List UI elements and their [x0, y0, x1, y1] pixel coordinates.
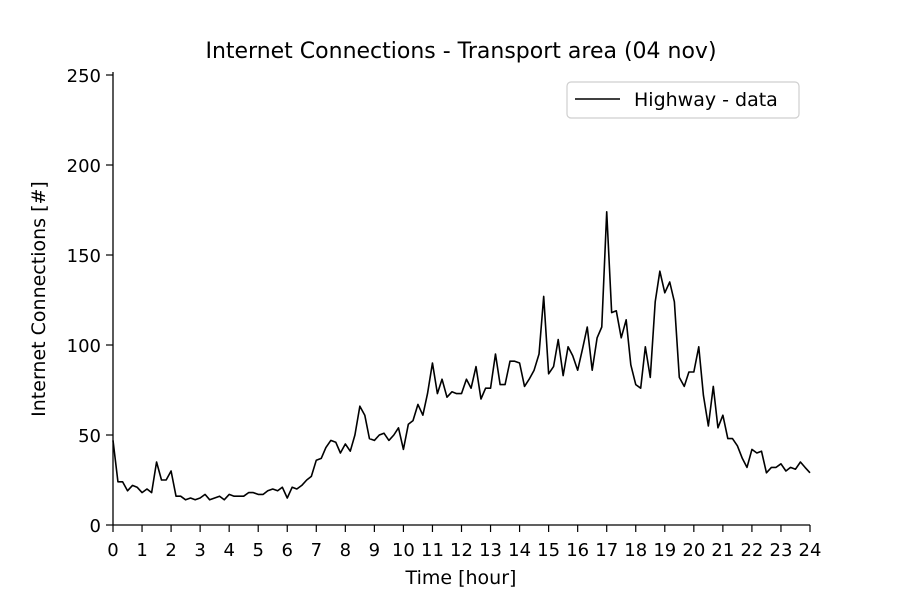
x-tick-label: 23 [770, 540, 793, 561]
series-line [112, 211, 811, 501]
x-tick-label: 17 [595, 540, 618, 561]
x-tick-label: 10 [392, 540, 415, 561]
x-tick-label: 20 [682, 540, 705, 561]
x-tick-label: 24 [799, 540, 822, 561]
x-tick-label: 18 [624, 540, 647, 561]
y-tick-label: 250 [67, 66, 101, 87]
x-tick-label: 15 [537, 540, 560, 561]
x-tick-label: 5 [252, 540, 263, 561]
axes [112, 72, 810, 526]
y-axis-label: Internet Connections [#] [28, 181, 50, 417]
chart-title: Internet Connections - Transport area (0… [205, 39, 716, 64]
x-tick-label: 12 [450, 540, 473, 561]
y-ticks: 0 50 100 150 200 250 [67, 66, 113, 537]
legend-box [566, 81, 800, 119]
x-tick-label: 13 [479, 540, 502, 561]
x-axis-label: Time [hour] [405, 567, 517, 589]
x-tick-label: 19 [653, 540, 676, 561]
legend-label: Highway - data [634, 89, 778, 111]
x-tick-label: 3 [194, 540, 205, 561]
x-tick-label: 22 [740, 540, 763, 561]
x-tick-label: 6 [282, 540, 293, 561]
x-tick-label: 0 [107, 540, 118, 561]
x-tick-label: 11 [421, 540, 444, 561]
x-tick-label: 8 [340, 540, 351, 561]
x-tick-label: 1 [136, 540, 147, 561]
x-tick-label: 16 [566, 540, 589, 561]
y-tick-label: 150 [67, 246, 101, 267]
x-tick-label: 7 [311, 540, 322, 561]
x-tick-label: 14 [508, 540, 531, 561]
x-tick-label: 21 [711, 540, 734, 561]
y-tick-label: 100 [67, 336, 101, 357]
y-tick-label: 0 [90, 516, 101, 537]
legend: Highway - data [566, 81, 800, 119]
x-tick-label: 2 [165, 540, 176, 561]
x-tick-label: 9 [369, 540, 380, 561]
series-group [112, 211, 811, 501]
y-tick-label: 50 [78, 426, 101, 447]
x-ticks: 0 1 2 3 4 5 6 7 8 9 10 11 12 13 14 15 16 17 18 19 20 21 22 23 24 [107, 525, 821, 561]
y-tick-label: 200 [67, 156, 101, 177]
x-tick-label: 4 [223, 540, 234, 561]
